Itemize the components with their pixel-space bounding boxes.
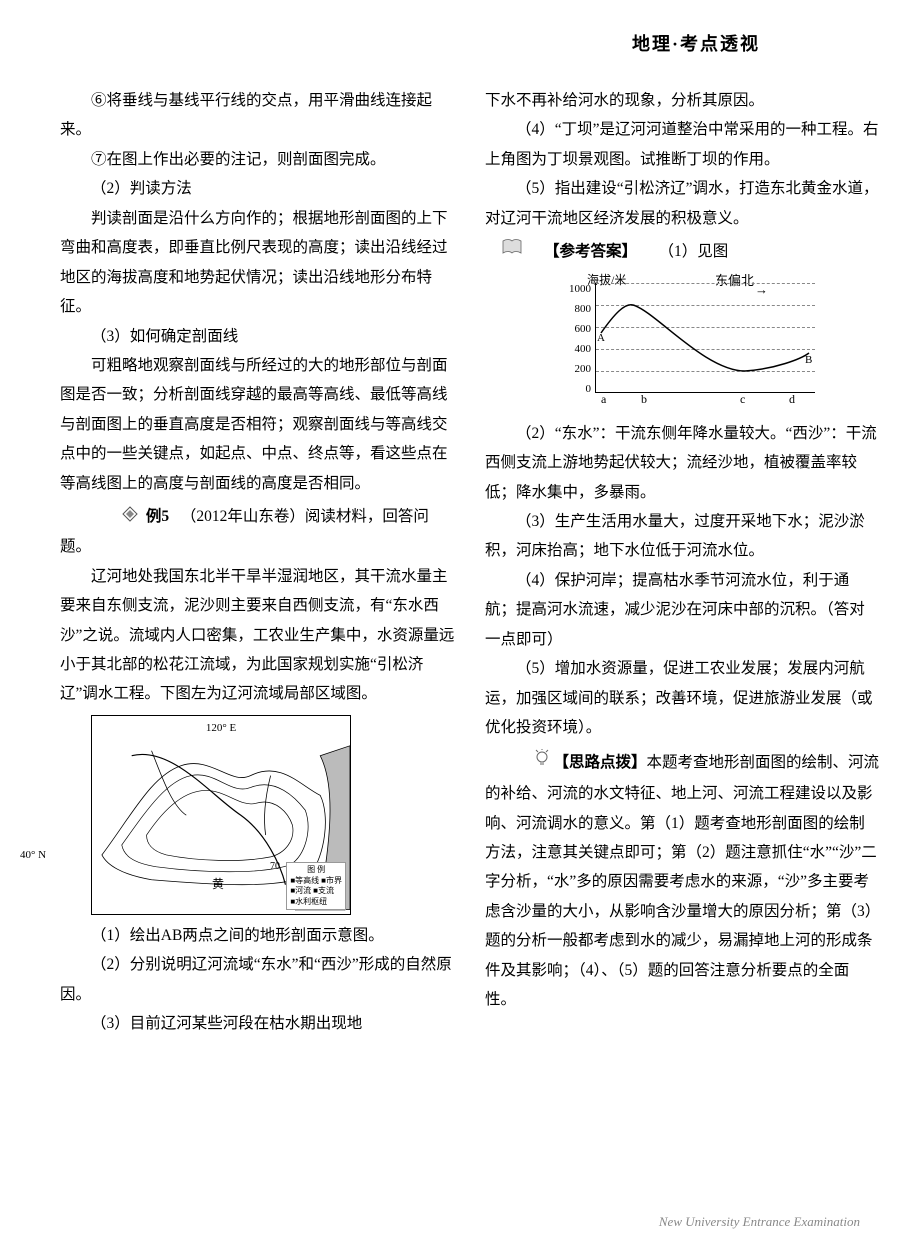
- ytick-5: 0: [557, 379, 591, 400]
- answer-3: （3）生产生活用水量大，过度开采地下水；泥沙淤积，河床抬高；地下水位低于河流水位…: [485, 507, 880, 566]
- right-p3: （5）指出建设“引松济辽”调水，打造东北黄金水道，对辽河干流地区经济发展的积极意…: [485, 174, 880, 233]
- right-p2: （4）“丁坝”是辽河河道整治中常采用的一种工程。右上角图为丁坝景观图。试推断丁坝…: [485, 115, 880, 174]
- right-column: 下水不再补给河水的现象，分析其原因。 （4）“丁坝”是辽河河道整治中常采用的一种…: [485, 86, 880, 1039]
- answer-label: 【参考答案】: [529, 237, 638, 266]
- left-p5: （3）如何确定剖面线: [60, 322, 455, 351]
- svg-text:A: A: [597, 332, 605, 344]
- left-p1: ⑥将垂线与基线平行线的交点，用平滑曲线连接起来。: [60, 86, 455, 145]
- left-q2: （2）分别说明辽河流域“东水”和“西沙”形成的自然原因。: [60, 950, 455, 1009]
- ytick-3: 400: [557, 339, 591, 360]
- two-column-layout: ⑥将垂线与基线平行线的交点，用平滑曲线连接起来。 ⑦在图上作出必要的注记，则剖面…: [60, 86, 880, 1039]
- footer-watermark: New University Entrance Examination: [659, 1214, 860, 1230]
- map-lat-label: 40° N: [20, 845, 46, 866]
- svg-text:B: B: [805, 354, 812, 366]
- left-p4: 判读剖面是沿什么方向作的；根据地形剖面图的上下弯曲和高度表，即垂直比例尺表现的高…: [60, 204, 455, 322]
- right-p1: 下水不再补给河水的现象，分析其原因。: [485, 86, 880, 115]
- answer-heading: 【参考答案】 （1）见图: [485, 237, 880, 266]
- left-p7: 辽河地处我国东北半干旱半湿润地区，其干流水量主要来自东侧支流，泥沙则主要来自西侧…: [60, 562, 455, 709]
- map-legend: 图 例 ■等高线 ■市界 ■河流 ■支流 ■水利枢纽: [286, 862, 346, 910]
- answer-1-inline: （1）见图: [643, 237, 728, 266]
- left-q1: （1）绘出AB两点之间的地形剖面示意图。: [60, 921, 455, 950]
- answer-4: （4）保护河岸；提高枯水季节河流水位，利于通航；提高河水流速，减少泥沙在河床中部…: [485, 566, 880, 654]
- ytick-0: 1000: [557, 279, 591, 300]
- ytick-2: 600: [557, 319, 591, 340]
- xtick-a: a: [601, 388, 606, 411]
- example-label: 例5: [146, 508, 169, 525]
- diamond-icon: [91, 503, 138, 532]
- map-figure: 120° E 黄 海 70 图 例 ■等高线 ■市界 ■河流: [91, 715, 351, 915]
- page-header: 地理·考点透视: [60, 30, 880, 56]
- silu-label: 【思路点拨】: [554, 754, 647, 771]
- ytick-4: 200: [557, 359, 591, 380]
- legend-title: 图 例: [290, 865, 342, 875]
- example-heading: 例5 （2012年山东卷）阅读材料，回答问题。: [60, 502, 455, 562]
- xtick-b: b: [641, 388, 647, 411]
- legend-row-a: ■等高线 ■市界: [290, 876, 342, 886]
- chart-curve-icon: A B: [595, 283, 815, 393]
- left-p3: （2）判读方法: [60, 174, 455, 203]
- left-p2: ⑦在图上作出必要的注记，则剖面图完成。: [60, 145, 455, 174]
- answer-5: （5）增加水资源量，促进工农业发展；发展内河航运，加强区域间的联系；改善环境，促…: [485, 654, 880, 742]
- xtick-c: c: [740, 388, 745, 411]
- left-p6: 可粗略地观察剖面线与所经过的大的地形部位与剖面图是否一致；分析剖面线穿越的最高等…: [60, 351, 455, 498]
- ytick-1: 800: [557, 299, 591, 320]
- book-icon: [485, 237, 523, 266]
- silu-heading: 【思路点拨】本题考查地形剖面图的绘制、河流的补给、河流的水文特征、地上河、河流工…: [485, 748, 880, 1014]
- legend-row-b: ■河流 ■支流: [290, 886, 342, 896]
- map-yellow-label: 黄: [212, 873, 224, 896]
- left-q3: （3）目前辽河某些河段在枯水期出现地: [60, 1009, 455, 1038]
- answer-2: （2）“东水”：干流东侧年降水量较大。“西沙”：干流西侧支流上游地势起伏较大；流…: [485, 419, 880, 507]
- profile-chart: 海拔/米 东偏北 → 1000 800 600 400 200 0 A B a …: [545, 273, 825, 413]
- left-column: ⑥将垂线与基线平行线的交点，用平滑曲线连接起来。 ⑦在图上作出必要的注记，则剖面…: [60, 86, 455, 1039]
- map-70-label: 70: [270, 857, 280, 876]
- silu-body: 本题考查地形剖面图的绘制、河流的补给、河流的水文特征、地上河、河流工程建设以及影…: [485, 754, 879, 1008]
- lightbulb-icon: [508, 749, 551, 779]
- header-title: 地理·考点透视: [632, 34, 760, 54]
- legend-row-c: ■水利枢纽: [290, 897, 342, 907]
- xtick-d: d: [789, 388, 795, 411]
